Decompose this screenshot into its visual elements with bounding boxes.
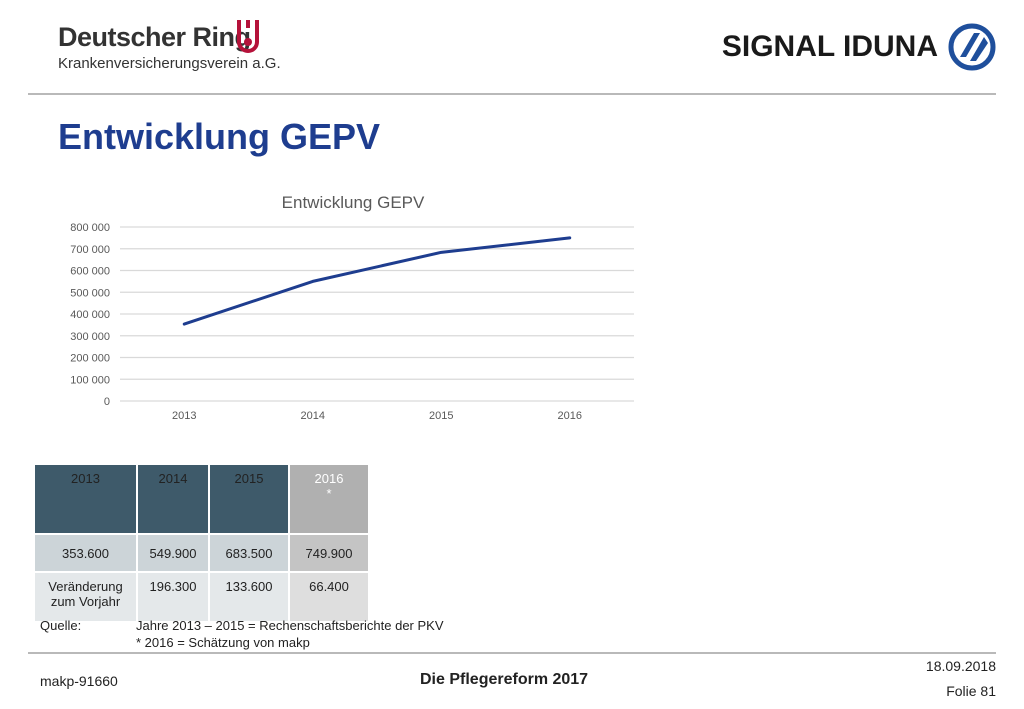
table-row: 353.600 549.900 683.500 749.900 <box>35 535 368 571</box>
deutscher-ring-subtitle: Krankenversicherungsverein a.G. <box>58 55 281 72</box>
y-tick-label: 500 000 <box>70 287 110 299</box>
signal-iduna-emblem-icon <box>948 23 996 71</box>
footer-id: makp-91660 <box>40 673 118 689</box>
table-header-cell: 2015 <box>210 465 288 533</box>
y-tick-label: 0 <box>104 396 110 408</box>
table-cell: 683.500 <box>210 535 288 571</box>
footer-date: 18.09.2018 <box>925 658 996 674</box>
y-tick-label: 200 000 <box>70 353 110 365</box>
table-cell: 133.600 <box>210 573 288 621</box>
table-row-label: Veränderung zum Vorjahr <box>35 573 136 621</box>
y-tick-label: 600 000 <box>70 266 110 278</box>
source-label: Quelle: <box>40 618 82 633</box>
table-row: Veränderung zum Vorjahr 196.300 133.600 6… <box>35 573 368 621</box>
signal-iduna-logo: SIGNAL IDUNA <box>722 22 996 72</box>
signal-iduna-name: SIGNAL IDUNA <box>721 30 938 63</box>
table-cell: 749.900 <box>290 535 368 571</box>
table-cell: 66.400 <box>290 573 368 621</box>
source-line: Jahre 2013 – 2015 = Rechenschaftsbericht… <box>136 618 444 633</box>
x-tick-label: 2014 <box>301 410 325 422</box>
table-cell: 549.900 <box>138 535 208 571</box>
table-cell: 353.600 <box>35 535 136 571</box>
gepv-table: 2013 2014 2015 2016 * 353.600 549.900 683… <box>33 463 370 623</box>
header-divider <box>28 93 996 95</box>
footer-slide-number: Folie 81 <box>946 683 996 699</box>
series-line <box>182 236 572 326</box>
gepv-line-chart: Entwicklung GEPV 0 100 000 200 000 300 000 4… <box>70 193 634 422</box>
source-line: * 2016 = Schätzung von makp <box>136 635 310 650</box>
x-tick-label: 2013 <box>172 410 196 422</box>
table-cell: 196.300 <box>138 573 208 621</box>
footer-title: Die Pflegereform 2017 <box>420 671 589 688</box>
y-tick-label: 400 000 <box>70 309 110 321</box>
table-header-cell: 2014 <box>138 465 208 533</box>
deutscher-ring-emblem-icon <box>237 20 259 53</box>
x-tick-label: 2015 <box>429 410 453 422</box>
y-tick-label: 100 000 <box>70 374 110 386</box>
deutscher-ring-name: Deutscher Ring <box>58 22 251 52</box>
source-text: Jahre 2013 – 2015 = Rechenschaftsbericht… <box>136 617 496 651</box>
y-tick-label: 800 000 <box>70 222 110 234</box>
table-header-row: 2013 2014 2015 2016 * <box>35 465 368 533</box>
y-tick-label: 700 000 <box>70 244 110 256</box>
x-tick-label: 2016 <box>558 410 582 422</box>
table-header-cell: 2013 <box>35 465 136 533</box>
deutscher-ring-logo: Deutscher Ring Krankenversicherungsverei… <box>58 22 281 74</box>
y-tick-label: 300 000 <box>70 331 110 343</box>
footer-divider <box>28 652 996 654</box>
table-header-cell: 2016 * <box>290 465 368 533</box>
page-title: Entwicklung GEPV <box>58 116 381 157</box>
chart-title: Entwicklung GEPV <box>282 193 425 212</box>
